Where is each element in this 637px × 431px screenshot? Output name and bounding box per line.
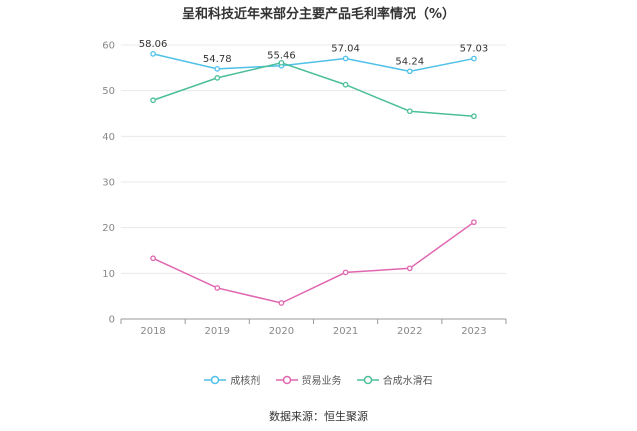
y-tick-label: 30 bbox=[102, 178, 115, 189]
series-line bbox=[152, 53, 475, 73]
series-lines bbox=[150, 51, 477, 306]
legend-marker-icon bbox=[356, 375, 379, 384]
data-point bbox=[406, 265, 413, 272]
series-line bbox=[152, 62, 474, 117]
x-tick-label: 2019 bbox=[205, 326, 230, 337]
data-point bbox=[342, 81, 349, 88]
data-label: 57.04 bbox=[331, 44, 360, 55]
y-tick-label: 20 bbox=[102, 223, 115, 234]
x-tick-label: 2022 bbox=[397, 326, 422, 337]
axes: 0 10 20 30 40 50 60 2018 2019 2020 2021 2022 2023 bbox=[102, 41, 507, 337]
x-tick-label: 2020 bbox=[269, 326, 294, 337]
data-point bbox=[471, 113, 477, 120]
legend: 成核剂 贸易业务 合成水滑石 bbox=[0, 372, 637, 388]
data-label: 58.06 bbox=[139, 39, 168, 50]
data-labels: 58.06 54.78 55.46 57.04 54.24 57.03 bbox=[139, 39, 488, 67]
legend-item-hydrotalcite[interactable]: 合成水滑石 bbox=[356, 372, 433, 387]
data-point bbox=[214, 65, 221, 72]
data-point bbox=[471, 219, 477, 226]
data-point bbox=[214, 75, 221, 81]
data-point bbox=[342, 269, 349, 276]
series-line bbox=[152, 221, 475, 304]
legend-label: 成核剂 bbox=[230, 376, 261, 387]
legend-marker-icon bbox=[275, 375, 298, 384]
y-tick-label: 10 bbox=[102, 269, 115, 280]
data-point bbox=[471, 55, 477, 62]
data-point bbox=[150, 97, 156, 104]
data-label: 57.03 bbox=[460, 44, 489, 55]
legend-item-nucleating-agent[interactable]: 成核剂 bbox=[204, 372, 260, 387]
data-label: 55.46 bbox=[267, 51, 296, 62]
chart-title: 呈和科技近年来部分主要产品毛利率情况（%） bbox=[181, 7, 456, 22]
data-point bbox=[278, 300, 285, 306]
data-label: 54.78 bbox=[203, 54, 232, 65]
data-point bbox=[214, 285, 221, 291]
data-point bbox=[406, 68, 413, 75]
legend-label: 贸易业务 bbox=[301, 376, 342, 387]
legend-marker-icon bbox=[204, 375, 227, 384]
y-tick-label: 40 bbox=[102, 132, 115, 143]
data-point bbox=[406, 108, 413, 115]
data-point bbox=[278, 59, 285, 66]
data-point bbox=[150, 255, 156, 262]
x-tick-label: 2021 bbox=[333, 326, 358, 337]
data-point bbox=[342, 55, 349, 62]
y-tick-label: 0 bbox=[109, 315, 115, 326]
y-tick-label: 50 bbox=[102, 86, 115, 97]
legend-item-trade-business[interactable]: 贸易业务 bbox=[275, 372, 342, 387]
y-tick-label: 60 bbox=[102, 41, 115, 52]
data-point bbox=[150, 51, 156, 57]
x-tick-label: 2018 bbox=[140, 326, 165, 337]
x-tick-label: 2023 bbox=[461, 326, 486, 337]
source-note: 数据来源：恒生聚源 bbox=[269, 410, 368, 423]
data-label: 54.24 bbox=[395, 56, 424, 67]
grid-lines bbox=[121, 44, 506, 274]
legend-label: 合成水滑石 bbox=[382, 376, 433, 387]
